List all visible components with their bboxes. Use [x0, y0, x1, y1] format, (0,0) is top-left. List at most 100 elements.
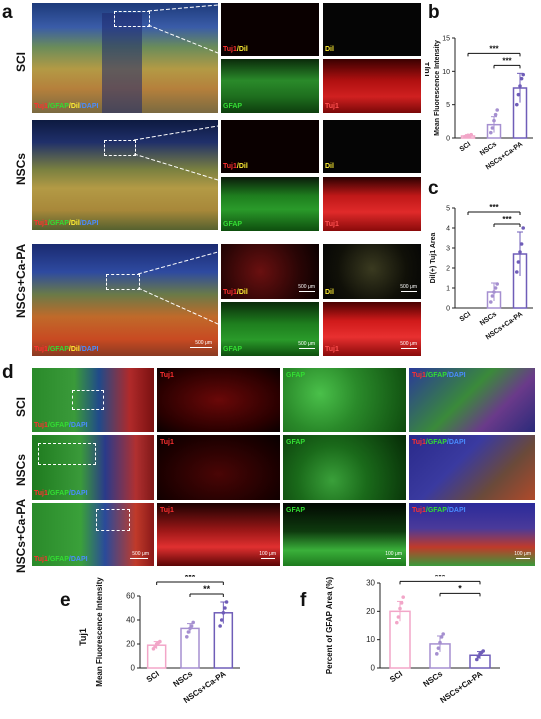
- significance-label: *: [458, 583, 462, 593]
- significance-label: **: [203, 584, 211, 594]
- gfap-image-nscs-capa: GFAP 500 μm: [221, 302, 319, 356]
- data-point: [476, 654, 481, 659]
- data-point: [223, 606, 227, 610]
- gfap-image-sci: GFAP: [221, 59, 319, 113]
- bar: [180, 627, 200, 669]
- y-tick-label: 0: [131, 664, 136, 673]
- data-point: [439, 635, 444, 639]
- y-tick-label: 2: [446, 266, 450, 273]
- data-point: [495, 282, 499, 286]
- merge-channel-image-d-nscs: Tuj1/GFAP/DAPI: [409, 435, 535, 500]
- gfap-image-nscs: GFAP: [221, 177, 319, 231]
- merge-image-d-nscs-capa: Tuj1/GFAP/DAPI 500 μm: [32, 503, 154, 566]
- panel-letter-a: a: [2, 2, 13, 23]
- label-gfap: GFAP: [286, 372, 306, 379]
- merge-image-d-nscs: Tuj1/GFAP/DAPI: [32, 435, 154, 500]
- tuj1-dil-image-nscs: Tuj1/Dil: [221, 120, 319, 173]
- data-point: [191, 620, 195, 625]
- label-dapi: /DAPI: [68, 422, 88, 429]
- label-gfap: /GFAP: [47, 422, 69, 429]
- chart-title: Tuj1: [425, 62, 431, 78]
- data-point: [518, 250, 522, 254]
- chart-title: Tuj1: [78, 628, 88, 646]
- label-tuj1: Tuj1: [325, 221, 339, 228]
- data-point: [490, 126, 495, 130]
- panel-letter-c: c: [428, 178, 439, 199]
- tuj1-image-sci: Tuj1: [323, 59, 421, 113]
- row-label-sci: SCI: [14, 396, 28, 417]
- panel-letter-e: e: [60, 590, 71, 611]
- y-tick-label: 15: [442, 36, 450, 43]
- data-point: [489, 130, 493, 135]
- label-tuj1: Tuj1: [160, 507, 174, 514]
- label-tuj1: Tuj1: [160, 439, 174, 446]
- data-point: [189, 624, 194, 628]
- data-point: [398, 606, 402, 611]
- row-label-nscs: NSCs: [14, 152, 28, 185]
- row-label-nscs-capa: NSCs+Ca-PA: [14, 243, 28, 318]
- label-tuj1: Tuj1: [34, 556, 48, 563]
- label-gfap: /GFAP: [47, 346, 69, 353]
- label-dil: Dil: [325, 289, 334, 296]
- data-point: [521, 72, 525, 77]
- x-tick-label: SCI: [388, 669, 404, 684]
- label-dil: /Dil: [68, 220, 80, 227]
- data-point: [516, 260, 521, 264]
- tuj1-image-nscs: Tuj1: [323, 177, 421, 231]
- y-tick-label: 5: [446, 206, 450, 213]
- data-point: [519, 242, 524, 246]
- label-dil: /Dil: [236, 289, 248, 296]
- scale-bar-label: 100 μm: [259, 551, 276, 557]
- label-gfap: /GFAP: [425, 372, 447, 379]
- label-tuj1: Tuj1: [223, 289, 237, 296]
- y-tick-label: 0: [371, 664, 376, 673]
- significance-label: ***: [185, 575, 196, 582]
- y-tick-label: 20: [366, 607, 375, 616]
- label-tuj1: Tuj1: [325, 103, 339, 110]
- data-point: [436, 646, 441, 650]
- data-point: [519, 76, 524, 81]
- data-point: [495, 108, 499, 112]
- label-dapi: /DAPI: [68, 556, 88, 563]
- tuj1-image-nscs-capa: Tuj1 500 μm: [323, 302, 421, 356]
- scale-bar-label: 500 μm: [400, 341, 417, 347]
- merge-image-d-sci: Tuj1/GFAP/DAPI: [32, 368, 154, 432]
- scale-bar-label: 100 μm: [385, 551, 402, 557]
- x-tick-label: SCI: [459, 141, 473, 153]
- label-dil: /Dil: [236, 163, 248, 170]
- y-tick-label: 1: [446, 286, 450, 293]
- data-point: [441, 632, 445, 636]
- panel-letter-d: d: [2, 362, 14, 383]
- y-tick-label: 60: [126, 592, 135, 601]
- label-gfap: /GFAP: [47, 220, 69, 227]
- label-dil: /Dil: [68, 103, 80, 110]
- y-tick-label: 4: [446, 226, 450, 233]
- label-dapi: /DAPI: [446, 507, 466, 514]
- data-point: [521, 226, 525, 230]
- label-dapi: /DAPI: [446, 372, 466, 379]
- y-tick-label: 10: [442, 69, 450, 76]
- label-dil: /Dil: [68, 346, 80, 353]
- label-gfap: /GFAP: [425, 507, 447, 514]
- data-point: [438, 640, 442, 645]
- label-dil: Dil: [325, 46, 334, 53]
- significance-label: ***: [489, 44, 499, 53]
- tuj1-image-d-sci: Tuj1: [157, 368, 280, 432]
- data-point: [489, 300, 493, 304]
- tuj1-image-d-nscs-capa: Tuj1 100 μm: [157, 503, 280, 566]
- x-tick-label: NSCs: [422, 669, 445, 689]
- gfap-image-d-nscs: GFAP: [283, 435, 406, 500]
- x-tick-label: NSCs: [479, 311, 498, 328]
- label-tuj1: Tuj1: [412, 507, 426, 514]
- x-tick-label: SCI: [145, 669, 161, 684]
- data-point: [493, 112, 498, 117]
- scale-bar-label: 100 μm: [514, 551, 531, 557]
- data-point: [515, 270, 519, 274]
- label-tuj1: Tuj1: [34, 103, 48, 110]
- label-tuj1: Tuj1: [223, 46, 237, 53]
- x-tick-label: NSCs: [479, 141, 498, 158]
- panel-letter-b: b: [428, 2, 440, 23]
- label-tuj1: Tuj1: [223, 163, 237, 170]
